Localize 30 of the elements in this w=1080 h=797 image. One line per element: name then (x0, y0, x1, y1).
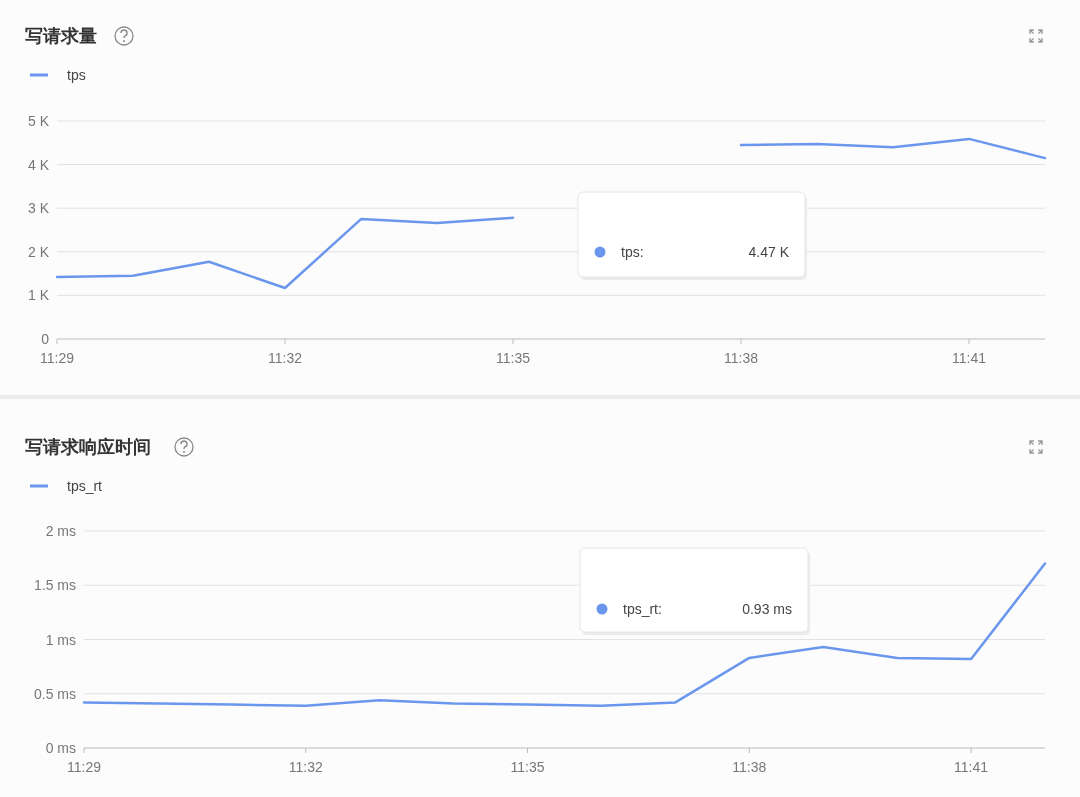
y-tick-label: 5 K (27, 113, 50, 129)
y-tick-label: 2 ms (45, 523, 76, 539)
x-tick-label: 11:35 (510, 759, 545, 775)
line-series (82, 562, 1047, 707)
y-tick-label: 0 (41, 331, 50, 347)
y-tick-label: 1 ms (45, 631, 76, 648)
y-tick-label: 0 ms (45, 740, 76, 756)
y-tick-label: 1.5 ms (33, 577, 76, 594)
legend-label: tps (67, 67, 86, 83)
annotation: tps_rt: (623, 601, 662, 617)
x-tick-label: 11:29 (40, 350, 75, 366)
annotation: 0.93 ms (742, 601, 792, 617)
x-tick-label: 11:35 (496, 350, 531, 366)
x-tick-label: 11:29 (67, 759, 102, 775)
chart-title: 写请求量 (25, 26, 97, 46)
y-tick-label: 3 K (27, 200, 50, 217)
x-tick-label: 11:32 (268, 350, 303, 366)
x-tick-label: 11:41 (952, 350, 987, 366)
annotation: tps: (621, 244, 644, 260)
y-tick-label: 2 K (27, 243, 50, 260)
x-tick-label: 11:41 (954, 759, 989, 775)
x-tick-label: 11:38 (732, 759, 767, 775)
x-tick-label: 11:32 (288, 759, 323, 775)
chart-title: 写请求响应时间 (25, 437, 151, 457)
legend-label: tps_rt (67, 478, 103, 494)
y-tick-label: 0.5 ms (33, 685, 76, 702)
y-tick-label: 4 K (27, 156, 50, 173)
annotation: 4.47 K (748, 244, 790, 260)
x-tick-label: 11:38 (724, 350, 759, 366)
y-tick-label: 1 K (27, 287, 50, 304)
